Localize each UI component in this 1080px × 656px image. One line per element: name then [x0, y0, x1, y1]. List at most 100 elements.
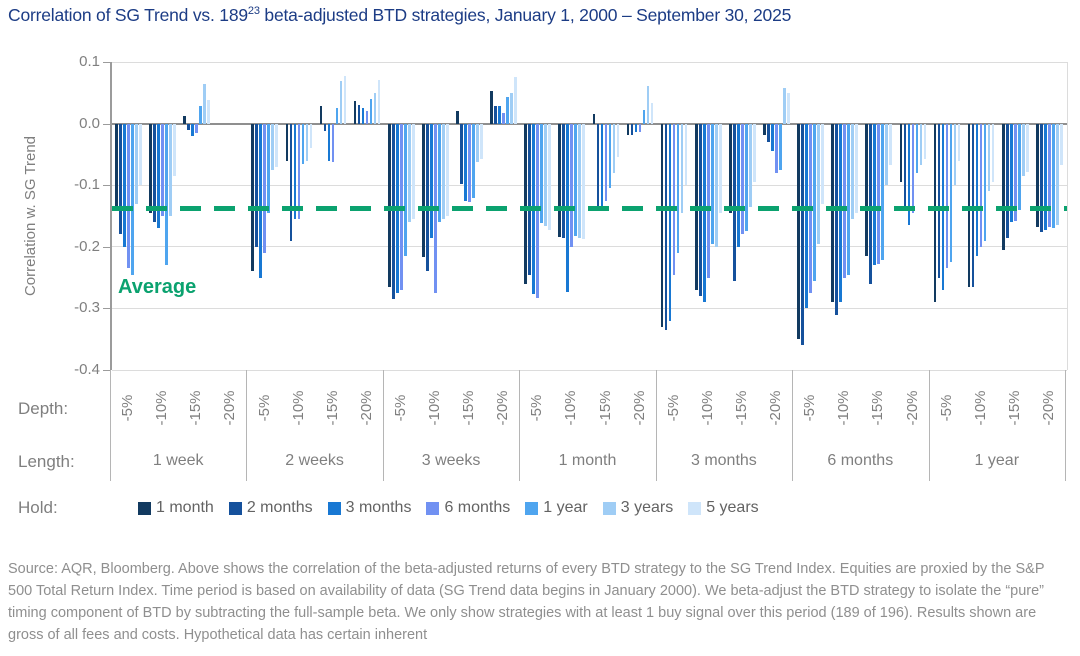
bar [123, 123, 126, 247]
y-tick-mark [103, 123, 110, 125]
bar [203, 83, 206, 124]
bar [664, 123, 668, 330]
bar [702, 123, 706, 303]
y-tick-label: -0.4 [74, 361, 100, 378]
bar [706, 123, 710, 278]
bar [331, 123, 335, 163]
bar [1059, 123, 1063, 166]
bar [923, 123, 927, 160]
bar [411, 123, 415, 220]
bar [1021, 123, 1025, 176]
legend-swatch [327, 501, 341, 515]
y-tick-label: -0.1 [74, 176, 100, 194]
legend-label: 6 months [444, 499, 511, 516]
bar [480, 123, 483, 160]
length-group-label: 1 week [152, 452, 204, 469]
legend-label: 1 year [543, 499, 588, 516]
bar [680, 123, 684, 213]
bar [149, 123, 152, 213]
y-tick-label: -0.3 [74, 299, 100, 317]
legend-swatch [525, 501, 539, 515]
bar [540, 123, 544, 224]
bar [297, 123, 301, 220]
legend-label: 3 months [345, 499, 412, 516]
bar [1009, 123, 1013, 223]
bar [357, 105, 361, 124]
legend-item: 1 year [525, 499, 588, 517]
bar [131, 123, 134, 275]
bar [919, 123, 923, 166]
bar [510, 92, 513, 124]
bar [771, 123, 774, 152]
bar [490, 90, 493, 124]
zero-line [112, 122, 1067, 125]
bar [305, 123, 309, 161]
bar [805, 123, 808, 309]
bar [365, 111, 369, 124]
bar [301, 123, 305, 164]
bar [446, 123, 449, 216]
bar [1043, 123, 1047, 230]
bar [1025, 123, 1029, 172]
bar [506, 97, 509, 124]
bar [255, 123, 259, 247]
bar [728, 123, 732, 213]
bar [831, 123, 834, 303]
bar [309, 123, 313, 149]
bar [710, 123, 714, 244]
bar [259, 123, 263, 278]
bar [161, 123, 164, 216]
legend-item: 3 months [327, 499, 412, 517]
bar [953, 123, 957, 186]
bar [263, 123, 267, 253]
bar [468, 123, 471, 202]
title-text: Correlation of SG Trend vs. 189 [8, 5, 248, 25]
bar [191, 123, 194, 136]
bar [195, 123, 198, 133]
bar [373, 92, 377, 124]
bar [528, 123, 532, 275]
bar [604, 123, 608, 201]
axis-group-separator [110, 370, 111, 481]
bar [293, 123, 297, 220]
y-tick-mark [103, 185, 110, 187]
legend-label: 5 years [706, 499, 759, 516]
bar [600, 123, 604, 210]
bar [548, 123, 552, 230]
title-text-suffix: beta-adjusted BTD strategies, January 1,… [259, 5, 792, 25]
bar [642, 110, 646, 124]
gridline [112, 369, 1067, 371]
bar [157, 123, 160, 229]
bar [271, 123, 275, 170]
bar [139, 123, 142, 186]
length-group-label: 6 months [827, 452, 894, 469]
legend-swatch [228, 501, 242, 515]
y-tick-mark [103, 62, 110, 63]
bar [1047, 123, 1051, 228]
axis-group-separator [792, 370, 794, 481]
bar [199, 106, 202, 124]
bar [911, 123, 915, 213]
legend-item: 3 years [602, 499, 673, 517]
bar [442, 123, 445, 220]
title-footnote-ref: 23 [247, 5, 260, 18]
length-group-label: 1 month [558, 452, 617, 469]
bar [460, 123, 463, 184]
bar [612, 123, 616, 173]
bar [817, 123, 820, 244]
bar [949, 123, 953, 263]
bar [903, 123, 907, 210]
bar [821, 123, 824, 204]
axis-group-separator [928, 370, 930, 481]
bar [937, 123, 941, 278]
bar [391, 123, 395, 300]
bar [779, 123, 782, 171]
length-axis-label: Length: [18, 452, 75, 471]
bar [865, 123, 869, 257]
bar [775, 123, 778, 173]
bar [714, 123, 718, 247]
bar [578, 123, 582, 239]
bar [672, 123, 676, 275]
bar [1001, 123, 1005, 250]
legend-swatch [688, 501, 702, 515]
